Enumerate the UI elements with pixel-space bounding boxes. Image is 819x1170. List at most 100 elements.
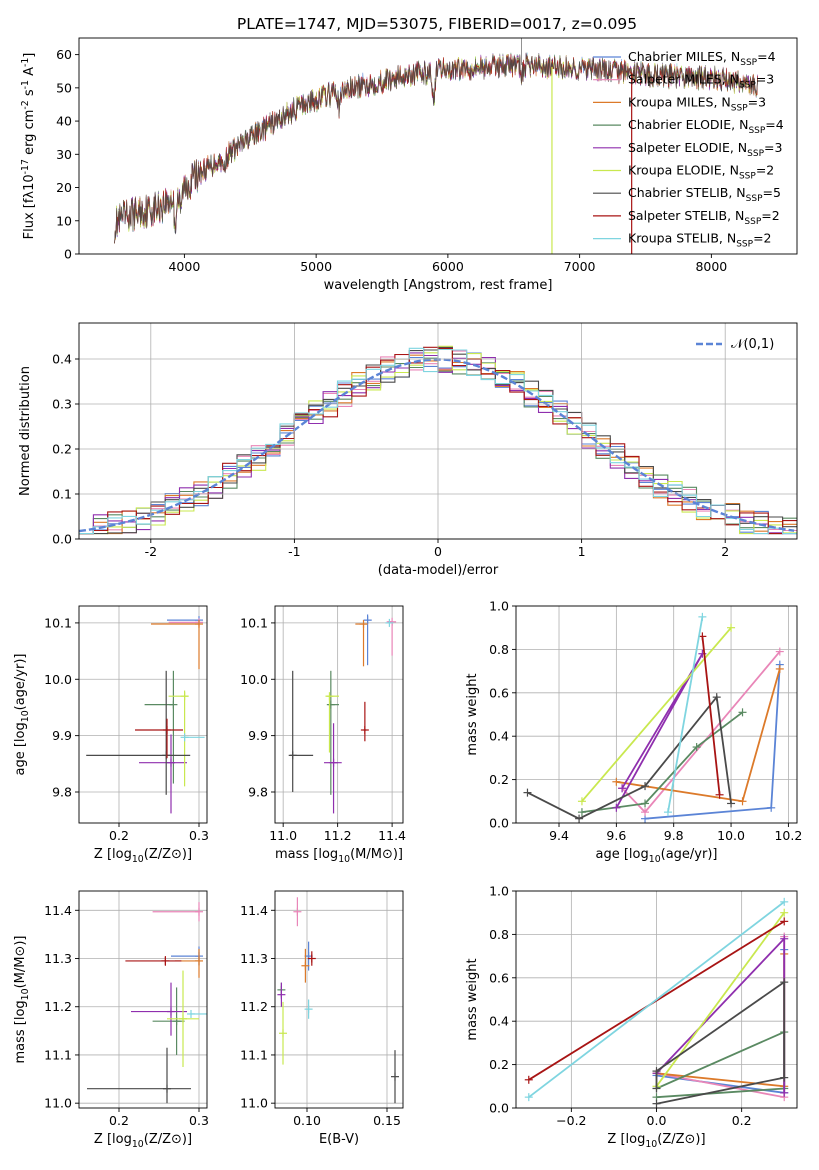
legend: 𝒩(0,1) [696, 337, 774, 352]
x-tick-label: -2 [145, 544, 157, 559]
y-tick-label: 11.2 [240, 999, 268, 1014]
y-tick-label: 0.3 [52, 397, 72, 412]
z-age-panel: 0.2 0.3 9.8 9.9 10.0 10.1 Z [log10(Z/Z⊙)] age [… [13, 605, 209, 865]
x-tick-label: 11.0 [269, 828, 297, 843]
x-tick-label: 0.10 [293, 1113, 321, 1128]
y-tick-label: 11.4 [44, 903, 72, 918]
y-axis-label: Normed distribution [18, 366, 33, 496]
weight-line [621, 651, 781, 814]
x-tick-label: -1 [288, 544, 300, 559]
x-axis-label: (data-model)/error [378, 563, 499, 578]
y-tick-label: 40 [56, 114, 72, 129]
y-axis-label: mass weight [465, 958, 480, 1040]
y-tick-label: 10.1 [240, 615, 268, 630]
y-tick-label: 9.9 [248, 728, 268, 743]
normal-curve [78, 358, 795, 533]
legend-label: Kroupa STELIB, NSSP=2 [628, 231, 772, 250]
y-tick-label: 0.4 [489, 729, 509, 744]
y-axis-label: Flux [fλ10-17 erg cm-2 s-1 A-1] [20, 53, 37, 240]
y-tick-label: 0.8 [489, 642, 509, 657]
y-tick-label: 0.0 [52, 532, 72, 547]
x-tick-label: 0.15 [373, 1113, 401, 1128]
y-tick-label: 10.0 [240, 672, 268, 687]
legend-label: Chabrier ELODIE, NSSP=4 [628, 117, 784, 136]
legend-label: Kroupa ELODIE, NSSP=2 [628, 163, 774, 182]
x-tick-label: 9.8 [664, 828, 684, 843]
legend-label: 𝒩(0,1) [731, 337, 774, 352]
plot-frame [78, 605, 208, 824]
plot-frame [274, 605, 404, 824]
y-tick-label: 0.0 [489, 1101, 509, 1116]
age-weight-panel: 9.4 9.6 9.8 10.0 10.2 0.0 0.2 0.4 0.6 0.8 1.0 age [… [465, 599, 802, 866]
y-tick-label: 0 [64, 247, 72, 262]
y-tick-label: 10.0 [44, 672, 72, 687]
x-tick-label: 0.2 [109, 828, 129, 843]
y-tick-label: 0.4 [52, 352, 72, 367]
x-tick-label: 9.6 [606, 828, 626, 843]
y-tick-label: 11.3 [240, 951, 268, 966]
weight-line [616, 668, 781, 803]
x-axis-label: wavelength [Angstrom, rest frame] [324, 278, 553, 293]
y-tick-label: 0.8 [489, 927, 509, 942]
y-tick-label: 11.1 [240, 1047, 268, 1062]
x-tick-label: −0.2 [556, 1113, 586, 1128]
y-tick-label: 60 [56, 47, 72, 62]
y-tick-label: 30 [56, 147, 72, 162]
weight-line [667, 616, 704, 813]
z-weight-panel: −0.2 0.0 0.2 0.0 0.2 0.4 0.6 0.8 1.0 Z [log10(Z/Z… [465, 884, 798, 1150]
x-axis-label: Z [log10(Z/Z⊙)] [94, 847, 192, 865]
x-tick-label: 8000 [695, 259, 727, 274]
x-axis-label: age [log10(age/yr)] [596, 847, 718, 865]
x-tick-label: 0.2 [732, 1113, 752, 1128]
y-tick-label: 11.3 [44, 951, 72, 966]
y-tick-label: 20 [56, 180, 72, 195]
weight-line [527, 694, 732, 820]
weight-line [528, 901, 785, 1098]
y-tick-label: 11.4 [240, 903, 268, 918]
residual-panel: 𝒩(0,1) -2 -1 0 1 2 0.0 0.1 0.2 0.3 0.4 (data-model… [18, 322, 798, 578]
y-tick-label: 11.0 [44, 1096, 72, 1111]
x-axis-label: Z [log10(Z/Z⊙)] [94, 1132, 192, 1150]
figure-title: PLATE=1747, MJD=53075, FIBERID=0017, z=0… [237, 15, 637, 33]
y-tick-label: 11.0 [240, 1096, 268, 1111]
legend-label: Salpeter MILES, NSSP=3 [628, 72, 774, 91]
y-tick-label: 0.1 [52, 487, 72, 502]
spectrum-line [114, 53, 758, 244]
y-tick-label: 0.2 [489, 772, 509, 787]
y-tick-label: 0.6 [489, 685, 509, 700]
y-tick-label: 11.2 [44, 999, 72, 1014]
y-axis-label: mass weight [465, 673, 480, 755]
x-tick-label: 0.0 [647, 1113, 667, 1128]
x-tick-label: 6000 [432, 259, 464, 274]
legend-label: Salpeter STELIB, NSSP=2 [628, 208, 780, 227]
y-tick-label: 10.1 [44, 615, 72, 630]
x-tick-label: 0 [434, 544, 442, 559]
y-tick-label: 0.2 [52, 442, 72, 457]
x-axis-label: E(B-V) [319, 1132, 359, 1147]
y-tick-label: 0.0 [489, 816, 509, 831]
y-tick-label: 11.1 [44, 1047, 72, 1062]
y-tick-label: 0.2 [489, 1057, 509, 1072]
x-tick-label: 0.3 [189, 1113, 209, 1128]
y-axis-label: mass [log10(M/M⊙)] [13, 935, 31, 1063]
weight-line [656, 953, 786, 1088]
legend-label: Chabrier MILES, NSSP=4 [628, 49, 776, 68]
x-axis-label: Z [log10(Z/Z⊙)] [607, 1132, 705, 1150]
ebv-mass-panel: 0.10 0.15 11.0 11.1 11.2 11.3 11.4 E(B-V) [240, 890, 404, 1147]
x-tick-label: 1 [578, 544, 586, 559]
y-tick-label: 50 [56, 80, 72, 95]
y-tick-label: 9.9 [52, 728, 72, 743]
plot-frame [515, 605, 798, 824]
weight-line [581, 627, 732, 802]
y-tick-label: 0.6 [489, 970, 509, 985]
legend-label: Salpeter ELODIE, NSSP=3 [628, 140, 782, 159]
x-tick-label: 7000 [564, 259, 596, 274]
plot-frame [78, 37, 798, 255]
legend-label: Chabrier STELIB, NSSP=5 [628, 185, 781, 204]
plot-frame [274, 890, 404, 1109]
z-mass-panel: 0.2 0.3 11.0 11.1 11.2 11.3 11.4 Z [log10(Z/Z⊙)… [13, 890, 209, 1150]
x-tick-label: 11.2 [324, 828, 352, 843]
legend-label: Kroupa MILES, NSSP=3 [628, 94, 766, 113]
spectrum-panel: 4000 5000 6000 7000 8000 0 10 20 30 40 50 60 wavelen… [20, 37, 798, 293]
x-tick-label: 11.4 [378, 828, 406, 843]
